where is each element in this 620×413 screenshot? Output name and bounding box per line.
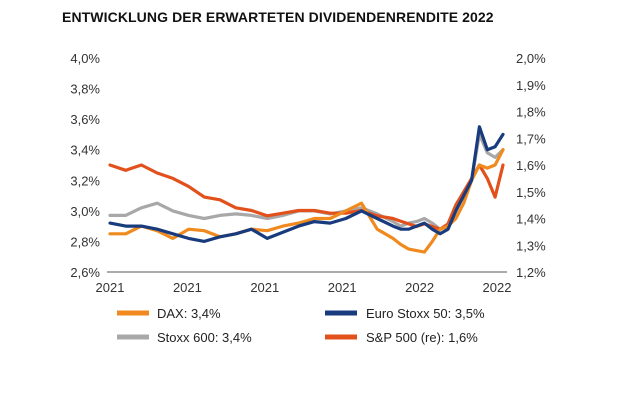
legend-label: Euro Stoxx 50: 3,5%: [366, 306, 485, 321]
x-tick-label: 2022: [405, 280, 434, 295]
x-tick-label: 2021: [173, 280, 202, 295]
legend: DAX: 3,4% Euro Stoxx 50: 3,5% Stoxx 600: 3…: [117, 306, 485, 345]
right-y-tick-label: 1,8%: [516, 105, 546, 120]
right-y-tick-label: 1,4%: [516, 212, 546, 227]
left-y-tick-label: 3,8%: [70, 82, 100, 97]
left-y-tick-label: 3,0%: [70, 204, 100, 219]
x-tick-label: 2021: [328, 280, 357, 295]
left-y-axis: 2,6% 2,8% 3,0% 3,2% 3,4% 3,6% 3,8% 4,0%: [70, 51, 100, 280]
legend-label: S&P 500 (re): 1,6%: [366, 330, 478, 345]
series-line-1: [108, 125, 505, 243]
left-y-tick-label: 4,0%: [70, 51, 100, 66]
series-lines: [108, 125, 505, 254]
series-line-2: [108, 132, 505, 231]
right-y-tick-label: 1,6%: [516, 158, 546, 173]
right-y-tick-label: 1,9%: [516, 78, 546, 93]
left-y-tick-label: 3,4%: [70, 143, 100, 158]
right-y-tick-label: 1,3%: [516, 238, 546, 253]
legend-label: Stoxx 600: 3,4%: [157, 330, 252, 345]
left-y-tick-label: 3,6%: [70, 112, 100, 127]
right-y-tick-label: 1,2%: [516, 265, 546, 280]
right-y-tick-label: 1,5%: [516, 185, 546, 200]
x-axis: 2021 2021 2021 2021 2022 2022: [96, 280, 512, 295]
series-line-0: [108, 148, 505, 254]
left-y-tick-label: 2,6%: [70, 265, 100, 280]
right-y-tick-label: 2,0%: [516, 51, 546, 66]
x-tick-label: 2021: [96, 280, 125, 295]
x-tick-label: 2022: [483, 280, 512, 295]
legend-label: DAX: 3,4%: [157, 306, 221, 321]
left-y-tick-label: 3,2%: [70, 173, 100, 188]
right-y-axis: 1,2% 1,3% 1,4% 1,5% 1,6% 1,7% 1,8% 1,9% 2,0%: [516, 51, 546, 280]
right-y-tick-label: 1,7%: [516, 131, 546, 146]
left-y-tick-label: 2,8%: [70, 234, 100, 249]
x-tick-label: 2021: [250, 280, 279, 295]
chart-title: ENTWICKLUNG DER ERWARTETEN DIVIDENDENREN…: [62, 9, 494, 25]
